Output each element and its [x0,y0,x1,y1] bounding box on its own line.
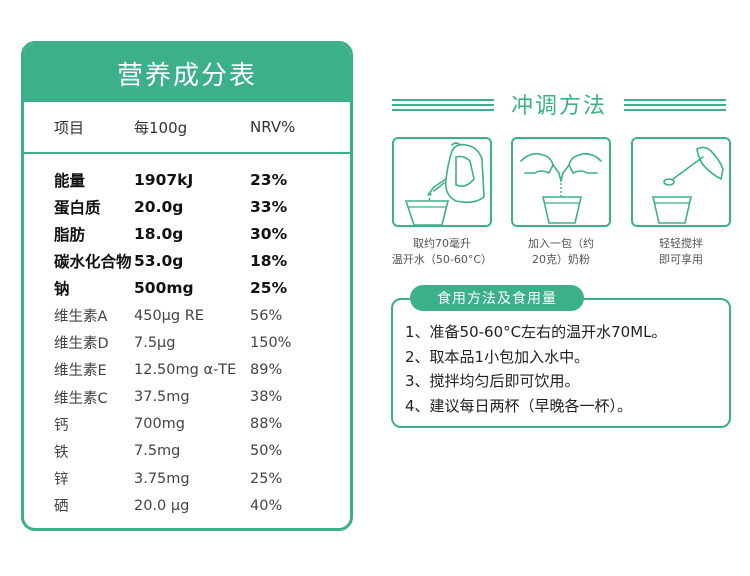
nutrient-nrv: 38% [250,389,283,406]
nutrient-nrv: 33% [250,197,288,216]
nutrient-value: 20.0 μg [134,497,190,514]
nutrient-name: 锌 [54,472,69,489]
nutrient-name: 钠 [54,280,70,299]
step-3-line1: 轻轻搅拌 [659,237,703,250]
nutrient-nrv: 18% [250,252,288,271]
step-3-caption: 轻轻搅拌 即可享用 [626,236,736,268]
usage-item-1: 1、准备50-60°C左右的温开水70ML。 [405,323,667,341]
step-2-line2: 20克）奶粉 [532,253,590,266]
nutrient-value: 700mg [134,416,186,433]
nutrient-name: 脂肪 [54,225,86,244]
step-1-line2: 温开水（50-60°C） [391,253,493,266]
nutrient-nrv: 150% [250,334,292,351]
nutrient-name: 铁 [54,444,69,461]
nutrient-nrv: 89% [250,361,283,378]
nutrient-nrv: 25% [250,279,288,298]
kettle-pour-icon [404,142,485,225]
nutrient-value: 20.0g [134,197,184,216]
method-title-bar: 冲调方法 [392,86,726,126]
nutrition-row: 碳水化合物 53.0g 18% [24,248,350,275]
header-item: 项目 [54,118,85,137]
usage-title: 食用方法及食用量 [410,285,584,311]
nutrient-nrv: 23% [250,170,288,189]
nutrition-table-card: 营养成分表 项目 每100g NRV% 能量 1907kJ 23% 蛋白质 20.0g 3… [21,41,353,531]
nutrient-value: 1907kJ [134,170,194,189]
nutrient-nrv: 56% [250,307,283,324]
step-2-caption: 加入一包（约 20克）奶粉 [506,236,616,268]
nutrient-value: 53.0g [134,252,184,271]
nutrition-row: 维生素D 7.5μg 150% [24,329,350,356]
step-2-line1: 加入一包（约 [528,237,594,250]
nutrition-rows: 能量 1907kJ 23% 蛋白质 20.0g 33% 脂肪 18.0g 30% 碳水化合物 53.… [24,154,350,519]
nutrient-name: 维生素E [54,363,107,380]
nutrient-name: 能量 [54,171,86,190]
header-per100g: 每100g [134,118,188,137]
nutrition-table-title: 营养成分表 [24,44,350,102]
nutrition-row: 维生素A 450μg RE 56% [24,302,350,329]
nutrient-nrv: 50% [250,443,283,460]
stir-spoon-icon [651,146,724,224]
nutrient-value: 450μg RE [134,307,204,324]
usage-item-2: 2、取本品1小包加入水中。 [405,347,590,366]
nutrition-row: 脂肪 18.0g 30% [24,220,350,247]
nutrition-row: 能量 1907kJ 23% [24,166,350,193]
nutrient-name: 蛋白质 [54,198,101,217]
nutrient-nrv: 40% [250,497,283,514]
nutrient-name: 维生素C [54,390,108,407]
nutrient-name: 硒 [54,499,69,516]
nutrient-value: 37.5mg [134,389,190,406]
nutrient-value: 18.0g [134,224,184,243]
nutrition-row: 钠 500mg 25% [24,275,350,302]
nutrient-value: 12.50mg α-TE [134,361,237,378]
nutrition-row: 钙 700mg 88% [24,411,350,438]
step-1-line1: 取约70毫升 [413,237,471,250]
usage-item-4: 4、建议每日两杯（早晚各一杯）。 [405,396,633,415]
add-powder-icon [520,153,602,224]
usage-list: 1、准备50-60°C左右的温开水70ML。 2、取本品1小包加入水中。 3、搅… [405,320,667,418]
nutrition-row: 维生素C 37.5mg 38% [24,384,350,411]
nutrient-value: 3.75mg [134,470,190,487]
nutrition-row: 铁 7.5mg 50% [24,438,350,465]
nutrient-nrv: 30% [250,224,288,243]
nutrition-row: 蛋白质 20.0g 33% [24,193,350,220]
nutrition-row: 维生素E 12.50mg α-TE 89% [24,356,350,383]
nutrient-nrv: 25% [250,470,283,487]
nutrient-value: 7.5μg [134,334,176,351]
nutrient-nrv: 88% [250,416,283,433]
nutrient-value: 500mg [134,279,194,298]
title-rule-left [392,99,494,114]
step-3-line2: 即可享用 [659,253,703,266]
header-nrv: NRV% [250,118,296,136]
nutrition-row: 硒 20.0 μg 40% [24,492,350,519]
nutrient-value: 7.5mg [134,443,181,460]
nutrition-row: 锌 3.75mg 25% [24,465,350,492]
nutrition-table-header: 项目 每100g NRV% [24,102,350,154]
usage-item-3: 3、搅拌均匀后即可饮用。 [405,372,580,390]
step-1-illustration [392,137,492,227]
title-rule-right [624,99,726,114]
method-title: 冲调方法 [510,94,607,119]
nutrient-name: 钙 [54,417,69,434]
nutrient-name: 碳水化合物 [54,253,132,272]
nutrient-name: 维生素A [54,309,108,326]
step-2-illustration [511,137,611,227]
step-3-illustration [631,137,731,227]
nutrient-name: 维生素D [54,336,109,353]
step-1-caption: 取约70毫升 温开水（50-60°C） [387,236,497,268]
